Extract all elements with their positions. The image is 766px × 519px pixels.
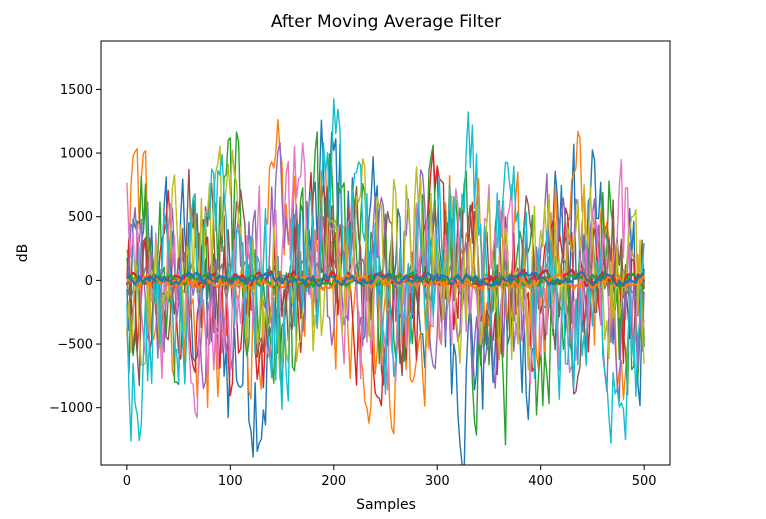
series-line-6 — [126, 142, 645, 419]
series-line-11 — [126, 271, 646, 290]
chart-title: After Moving Average Filter — [271, 12, 501, 32]
x-tick-label: 500 — [632, 474, 657, 489]
y-tick-label: −500 — [57, 338, 93, 353]
y-axis-label: dB — [15, 244, 31, 263]
x-axis: 0 100 200 300 400 500 — [123, 465, 657, 489]
x-tick-label: 200 — [321, 474, 346, 489]
series-line-13 — [126, 271, 645, 288]
series-line-9 — [126, 98, 645, 444]
x-tick-label: 0 — [123, 474, 131, 489]
y-tick-label: 500 — [68, 210, 93, 225]
x-tick-label: 100 — [218, 474, 243, 489]
y-axis: −1000 −500 0 500 1000 1500 — [49, 83, 101, 416]
series-line-4 — [126, 142, 645, 402]
y-tick-label: −1000 — [49, 401, 93, 416]
y-tick-label: 0 — [85, 274, 93, 289]
x-axis-label: Samples — [356, 497, 416, 513]
plot-area-frame — [100, 40, 671, 466]
series-layer — [125, 98, 646, 465]
x-tick-label: 300 — [425, 474, 450, 489]
y-tick-label: 1000 — [60, 147, 93, 162]
x-tick-label: 400 — [528, 474, 553, 489]
y-tick-label: 1500 — [60, 83, 93, 98]
